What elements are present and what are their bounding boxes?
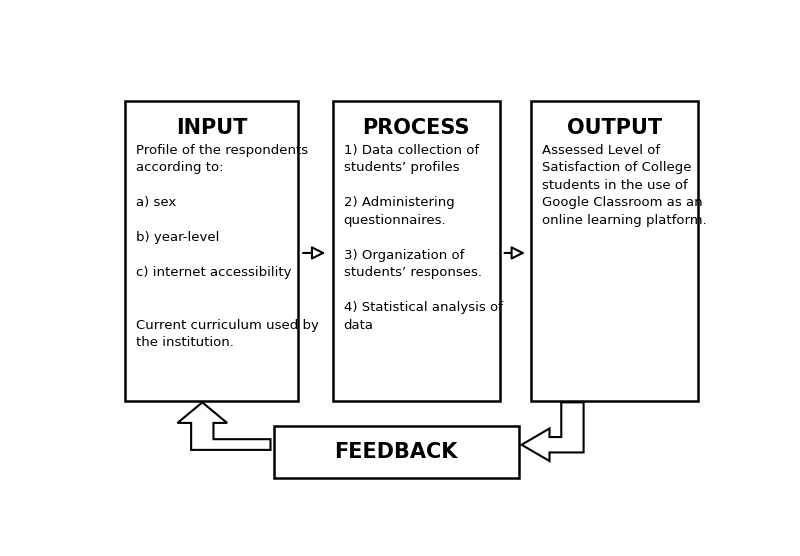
Bar <box>333 101 500 401</box>
Text: Profile of the respondents
according to:

a) sex

b) year-level

c) internet acc: Profile of the respondents according to:… <box>136 144 319 349</box>
Polygon shape <box>178 403 270 450</box>
Text: Assessed Level of
Satisfaction of College
students in the use of
Google Classroo: Assessed Level of Satisfaction of Colleg… <box>542 144 707 227</box>
Bar <box>531 101 698 401</box>
Text: PROCESS: PROCESS <box>362 118 470 138</box>
Text: INPUT: INPUT <box>176 118 247 138</box>
Bar <box>125 101 298 401</box>
Text: 1) Data collection of
students’ profiles

2) Administering
questionnaires.

3) O: 1) Data collection of students’ profiles… <box>344 144 502 332</box>
Text: OUTPUT: OUTPUT <box>567 118 662 138</box>
Bar <box>274 426 518 478</box>
Text: FEEDBACK: FEEDBACK <box>334 442 458 462</box>
Polygon shape <box>522 403 584 461</box>
